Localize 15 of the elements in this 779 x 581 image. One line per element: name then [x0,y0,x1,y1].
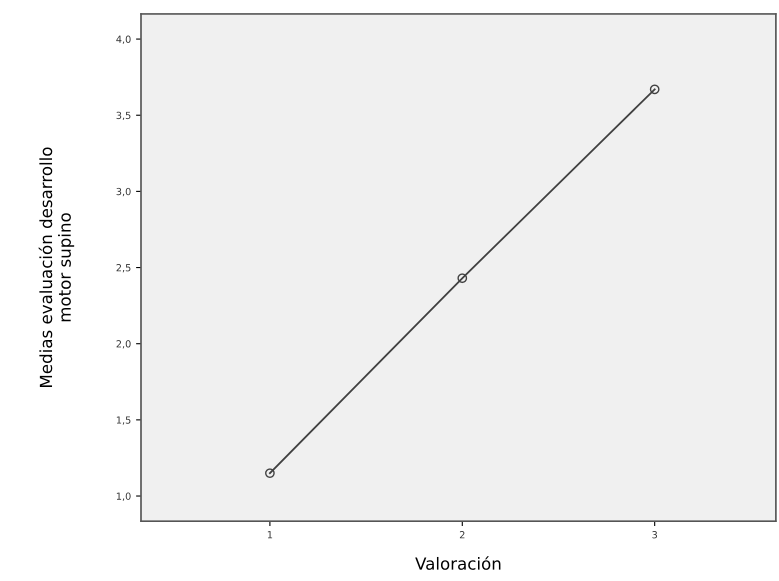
y-tick-label: 1,5 [116,416,130,425]
point [457,273,468,284]
point [265,468,275,478]
y-tick-label: 1,0 [116,492,131,501]
x-tick-label: 3 [652,531,657,538]
y-tick-label: 3,0 [116,188,131,196]
x-tick-label: 2 [460,531,464,538]
point [650,84,660,94]
x-axis-title: Valoración [415,556,500,570]
y-tick-label: 4,0 [116,36,131,44]
x-tick-label: 1 [268,531,272,538]
y-tick-label: 3,5 [116,112,130,120]
y-axis-title: Medias evaluación desarrollo motor supino [38,147,74,387]
y-tick-label: 2,0 [116,340,131,349]
y-tick-label: 2,5 [116,264,130,272]
